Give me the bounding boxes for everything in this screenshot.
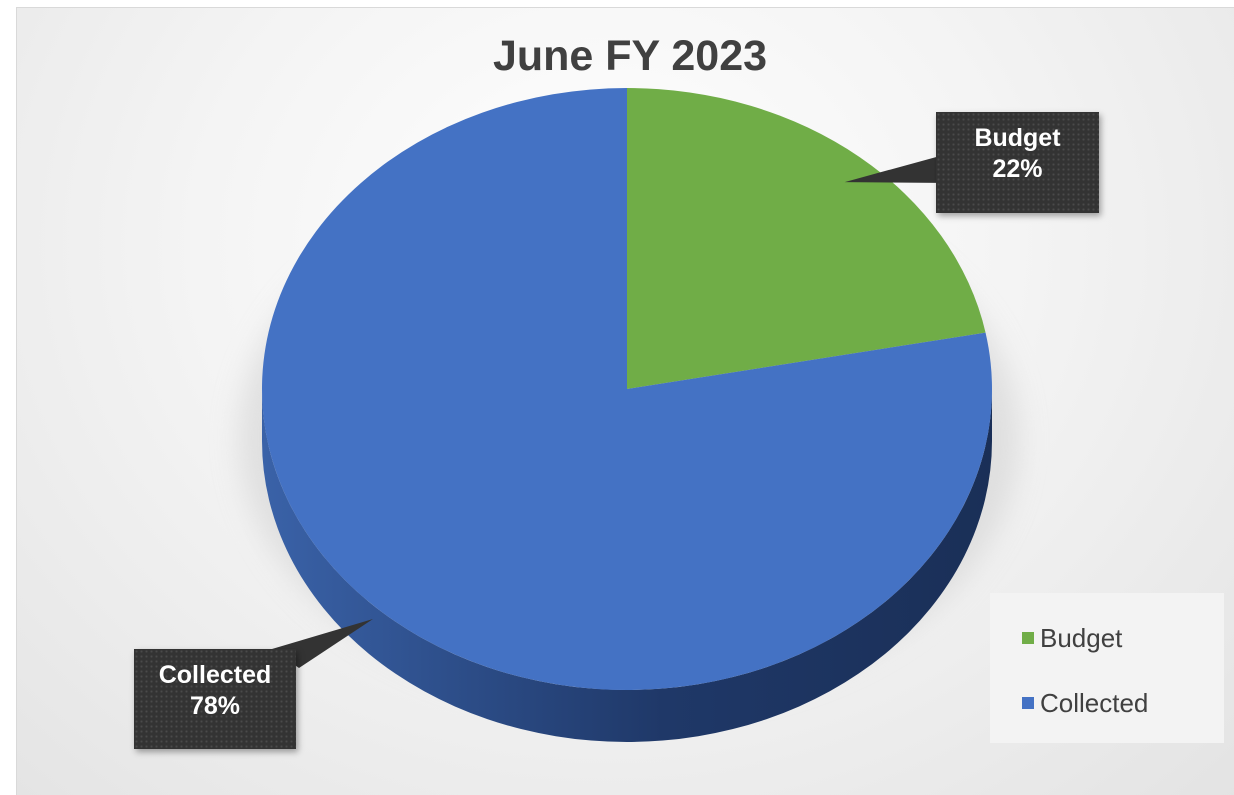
pie-slices (261, 88, 992, 690)
data-label-budget-name: Budget (974, 124, 1061, 152)
pie-slice-collected (261, 88, 992, 690)
legend-swatch-budget (1022, 632, 1034, 644)
legend-item-collected: Collected (1022, 688, 1148, 718)
pie-slice-budget (627, 88, 986, 389)
legend-swatch-collected (1022, 697, 1034, 709)
leader-line-collected (272, 619, 373, 668)
pie-side-wall (262, 389, 992, 742)
legend-label-budget: Budget (1040, 622, 1123, 653)
data-label-collected: Collected 78% (134, 649, 296, 749)
leader-line-budget (844, 156, 952, 183)
data-label-collected-name: Collected (158, 661, 272, 689)
legend-item-budget: Budget (1022, 623, 1122, 653)
leader-lines (272, 156, 952, 668)
chart-area: June FY 2023 Budget 22% Collected 78% Bu… (16, 7, 1234, 795)
pie-depth (262, 389, 992, 742)
legend: Budget Collected (990, 593, 1224, 743)
data-label-budget: Budget 22% (936, 112, 1099, 213)
data-label-collected-value: 78% (189, 692, 241, 720)
legend-label-collected: Collected (1040, 687, 1149, 718)
chart-title: June FY 2023 (492, 32, 768, 80)
data-label-budget-value: 22% (992, 155, 1043, 183)
pie-chart (239, 88, 1019, 742)
